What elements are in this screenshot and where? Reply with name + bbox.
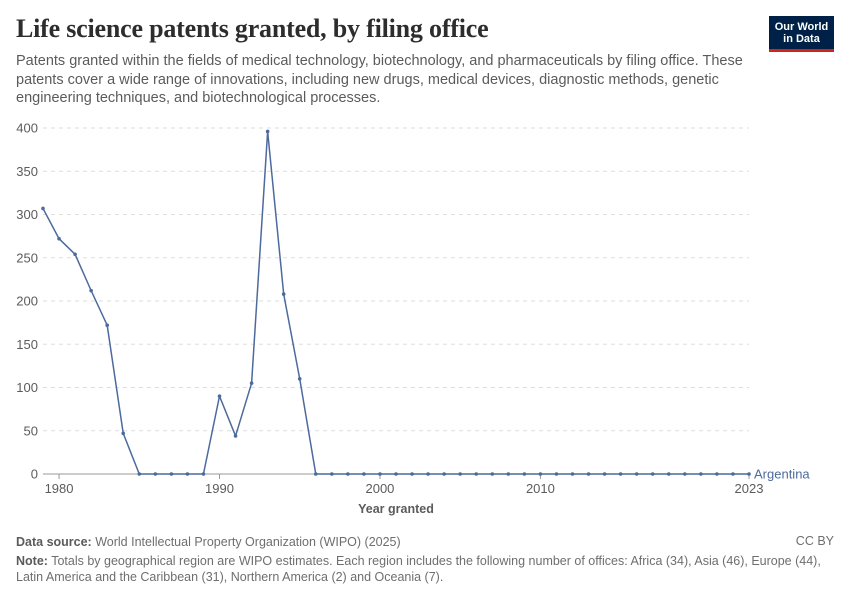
logo-line-1: Our World [774, 21, 829, 33]
chart-subtitle: Patents granted within the fields of med… [16, 53, 743, 106]
data-point[interactable] [426, 472, 430, 476]
license-link[interactable]: CC BY [795, 534, 834, 548]
y-axis: 0 50 100 150 200 250 300 350 400 [16, 121, 38, 482]
data-point[interactable] [281, 292, 286, 296]
x-tick-label: 1980 [45, 481, 74, 496]
data-source: Data source: World Intellectual Property… [16, 534, 834, 550]
data-point[interactable] [73, 252, 77, 257]
data-point[interactable] [153, 472, 158, 476]
x-tick-label: 1990 [205, 481, 234, 496]
y-tick-label: 400 [16, 121, 38, 136]
data-point[interactable] [121, 431, 126, 436]
data-point[interactable] [715, 472, 719, 476]
data-point[interactable] [699, 472, 703, 476]
y-tick-label: 100 [16, 380, 38, 395]
data-point[interactable] [554, 472, 559, 476]
data-point[interactable] [634, 472, 639, 476]
series-line-argentina[interactable] [42, 130, 749, 475]
note-label: Note: [16, 554, 48, 568]
data-point[interactable] [265, 129, 270, 134]
data-point[interactable] [506, 472, 511, 476]
x-tick-label: 2023 [735, 481, 764, 496]
logo-line-2: in Data [783, 33, 820, 45]
chart-title: Life science patents granted, by filing … [16, 14, 489, 43]
data-point[interactable] [666, 472, 671, 476]
data-point[interactable] [378, 472, 382, 476]
data-point[interactable] [185, 472, 190, 476]
data-point[interactable] [137, 472, 142, 476]
data-point[interactable] [169, 472, 174, 476]
y-tick-label: 0 [31, 467, 38, 482]
y-tick-label: 50 [24, 423, 38, 438]
source-label: Data source: [16, 535, 92, 549]
data-point[interactable] [217, 394, 222, 398]
data-point[interactable] [41, 206, 45, 211]
y-tick-label: 200 [16, 294, 38, 309]
data-point[interactable] [650, 472, 655, 476]
y-tick-label: 150 [16, 337, 38, 352]
y-tick-label: 250 [16, 250, 38, 265]
data-point[interactable] [410, 472, 414, 476]
owid-logo[interactable]: Our World in Data [769, 16, 834, 52]
data-point[interactable] [570, 472, 575, 476]
data-point[interactable] [394, 472, 398, 476]
data-point[interactable] [313, 472, 318, 476]
data-point[interactable] [538, 472, 543, 476]
data-point[interactable] [474, 472, 479, 476]
series-label[interactable]: Argentina [754, 467, 810, 482]
data-point[interactable] [89, 288, 93, 293]
data-point[interactable] [249, 381, 254, 385]
data-point[interactable] [201, 472, 206, 476]
source-text[interactable]: World Intellectual Property Organization… [95, 535, 401, 549]
data-point[interactable] [602, 472, 607, 476]
data-point[interactable] [346, 472, 350, 476]
x-tick-label: 2010 [526, 481, 555, 496]
y-tick-label: 300 [16, 207, 38, 222]
data-point[interactable] [458, 472, 462, 476]
data-point[interactable] [362, 472, 366, 476]
data-point[interactable] [490, 472, 495, 476]
data-point[interactable] [297, 377, 302, 381]
x-axis-label: Year granted [358, 502, 434, 516]
data-point[interactable] [105, 323, 109, 328]
data-point[interactable] [522, 472, 527, 476]
data-point[interactable] [618, 472, 623, 476]
data-point[interactable] [731, 472, 735, 476]
note-text: Totals by geographical region are WIPO e… [16, 554, 821, 584]
data-point[interactable] [233, 434, 238, 438]
data-point[interactable] [586, 472, 591, 476]
data-point[interactable] [57, 236, 61, 241]
x-axis: 1980 1990 2000 2010 2023 [43, 473, 764, 496]
data-point[interactable] [683, 472, 687, 476]
x-tick-label: 2000 [365, 481, 394, 496]
data-point[interactable] [747, 472, 751, 476]
data-point[interactable] [442, 472, 446, 476]
gridlines [43, 127, 749, 432]
data-point[interactable] [330, 472, 334, 476]
chart-note: Note: Totals by geographical region are … [16, 553, 834, 585]
y-tick-label: 350 [16, 164, 38, 179]
series-group[interactable]: Argentina [41, 129, 810, 482]
